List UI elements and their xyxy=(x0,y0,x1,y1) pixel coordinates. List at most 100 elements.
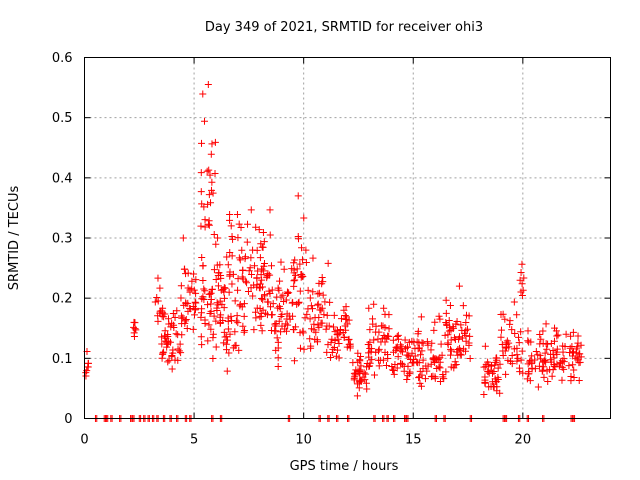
data-point xyxy=(444,339,452,347)
data-point xyxy=(177,282,185,290)
data-point xyxy=(295,299,303,307)
data-point xyxy=(307,342,315,350)
data-point xyxy=(235,346,243,354)
data-point xyxy=(241,327,249,335)
data-point xyxy=(492,358,500,366)
data-point xyxy=(375,345,383,353)
data-point xyxy=(570,366,578,374)
data-point xyxy=(566,344,574,352)
data-point xyxy=(82,369,90,377)
data-point xyxy=(277,258,285,266)
data-point xyxy=(158,333,166,341)
data-point xyxy=(421,375,429,383)
data-point xyxy=(519,369,527,377)
data-point xyxy=(517,328,525,336)
data-point xyxy=(323,311,331,319)
data-point xyxy=(200,203,208,211)
data-point xyxy=(532,347,540,355)
data-point xyxy=(517,356,525,364)
data-point xyxy=(263,272,271,280)
data-point xyxy=(208,140,216,148)
data-point xyxy=(362,379,370,387)
data-point xyxy=(307,302,315,310)
data-point xyxy=(327,354,335,362)
data-point xyxy=(266,290,274,298)
data-point xyxy=(515,339,523,347)
data-point xyxy=(501,315,509,323)
data-point xyxy=(343,320,351,328)
data-point xyxy=(172,330,180,338)
data-point xyxy=(370,336,378,344)
data-point xyxy=(516,368,524,376)
data-point xyxy=(192,289,200,297)
data-point xyxy=(403,375,411,383)
data-point xyxy=(245,267,253,275)
data-point xyxy=(419,339,427,347)
data-point xyxy=(298,244,306,252)
data-point xyxy=(302,246,310,254)
data-point xyxy=(544,378,552,386)
data-point xyxy=(314,290,322,298)
data-point xyxy=(449,323,457,331)
data-point xyxy=(353,392,361,400)
data-point xyxy=(282,320,290,328)
data-point xyxy=(536,330,544,338)
data-point xyxy=(253,304,261,312)
data-point xyxy=(321,298,329,306)
data-point xyxy=(225,288,233,296)
data-point xyxy=(389,336,397,344)
data-point xyxy=(205,321,213,329)
data-point xyxy=(459,302,467,310)
data-points xyxy=(82,80,585,422)
data-point xyxy=(130,332,138,340)
data-point xyxy=(228,252,236,260)
data-point xyxy=(248,270,256,278)
data-point xyxy=(570,373,578,381)
data-point xyxy=(450,334,458,342)
data-point xyxy=(132,326,140,334)
data-point xyxy=(228,233,236,241)
data-point xyxy=(508,326,516,334)
data-point xyxy=(206,171,214,179)
data-point xyxy=(188,277,196,285)
data-point xyxy=(208,285,216,293)
data-point xyxy=(227,222,235,230)
data-point xyxy=(481,379,489,387)
y-tick-label: 0.3 xyxy=(52,232,73,247)
data-point xyxy=(366,338,374,346)
data-point xyxy=(457,321,465,329)
data-point xyxy=(290,326,298,334)
data-point xyxy=(496,360,504,368)
data-point xyxy=(440,375,448,383)
data-point xyxy=(419,356,427,364)
data-point xyxy=(561,342,569,350)
data-point xyxy=(340,333,348,341)
data-point xyxy=(513,344,521,352)
data-point xyxy=(156,284,164,292)
data-point xyxy=(249,292,257,300)
data-point xyxy=(343,343,351,351)
data-point xyxy=(158,312,166,320)
data-point xyxy=(309,288,317,296)
data-point xyxy=(418,347,426,355)
data-point xyxy=(154,274,162,282)
data-point xyxy=(241,253,249,261)
data-point xyxy=(523,375,531,383)
x-axis-label: GPS time / hours xyxy=(290,459,399,474)
data-point xyxy=(329,345,337,353)
data-point xyxy=(267,262,275,270)
data-point xyxy=(424,362,432,370)
data-point xyxy=(207,289,215,297)
data-point xyxy=(306,294,314,302)
data-point xyxy=(234,234,242,242)
data-point xyxy=(183,324,191,332)
data-point xyxy=(209,355,217,363)
data-point xyxy=(330,311,338,319)
data-point xyxy=(380,304,388,312)
data-point xyxy=(518,347,526,355)
data-point xyxy=(526,356,534,364)
data-point xyxy=(231,342,239,350)
data-point xyxy=(575,377,583,385)
data-point xyxy=(191,298,199,306)
